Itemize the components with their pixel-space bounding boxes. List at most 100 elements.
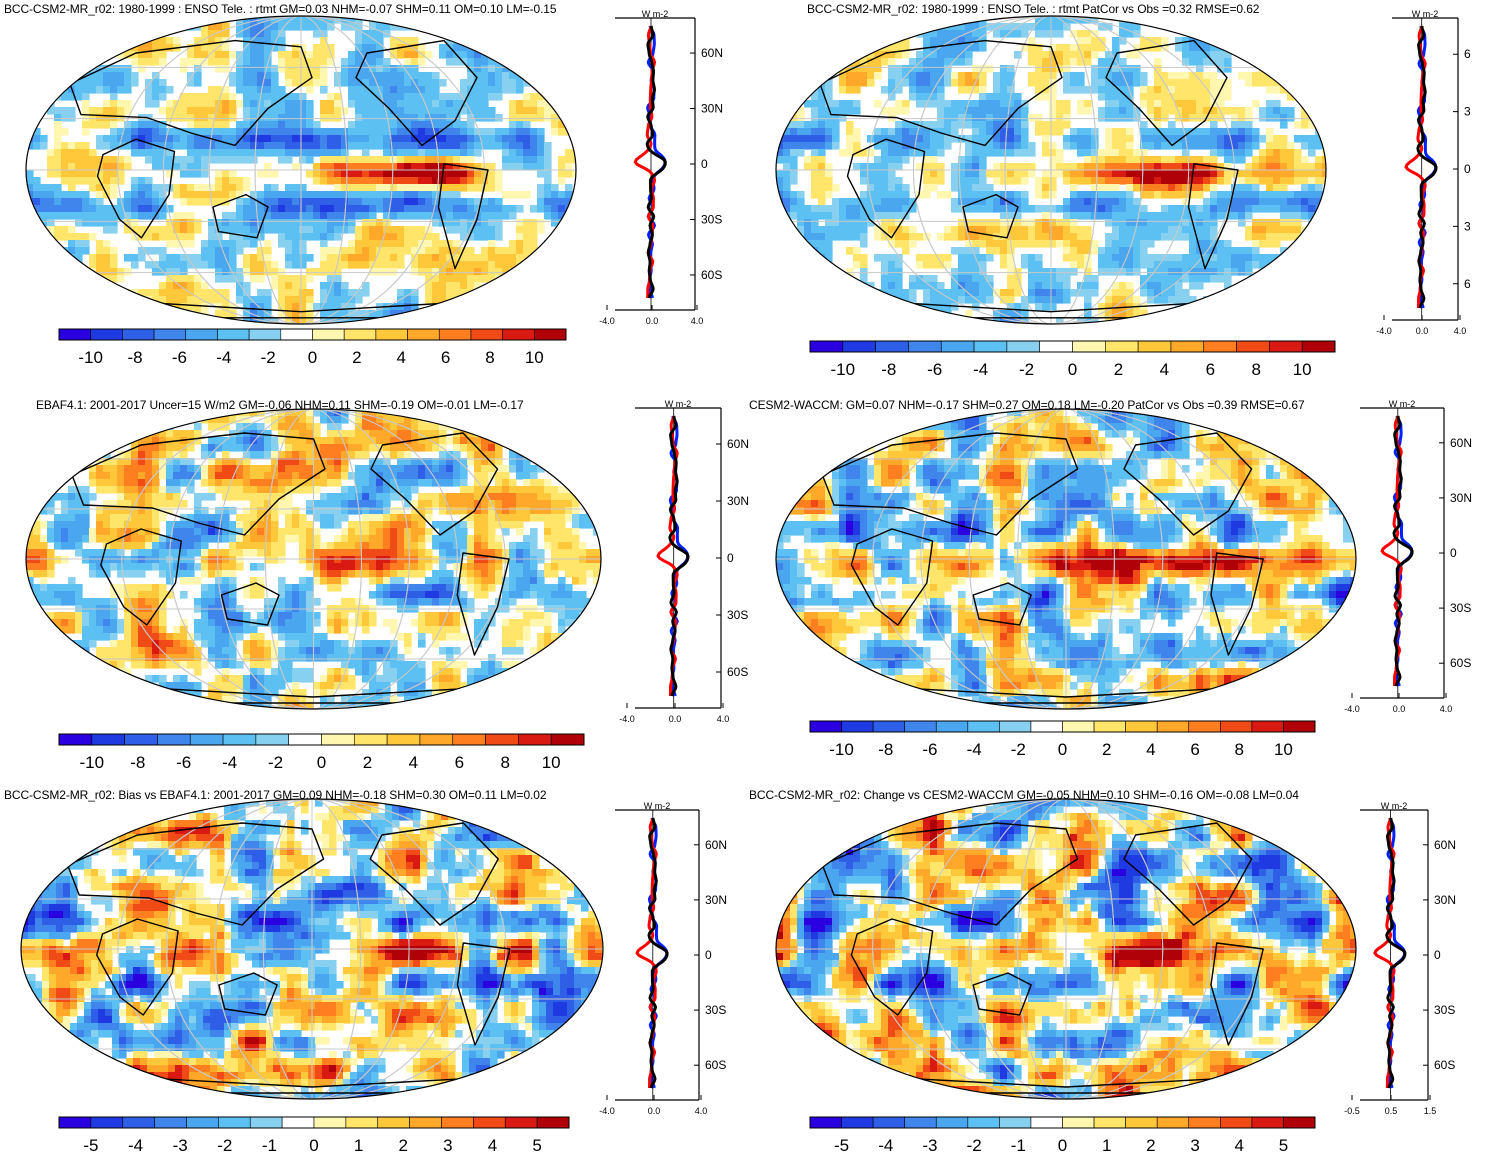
profile-lat-label: 30N <box>1450 491 1472 505</box>
colorbar-tick-label: 10 <box>525 348 544 367</box>
colorbar-tick-label: -8 <box>127 348 142 367</box>
colorbar-tick-label: -6 <box>172 348 187 367</box>
colorbar-tick-label: -8 <box>878 740 893 759</box>
profile-x-tick: -4.0 <box>599 316 615 326</box>
colorbar-tick-label: 6 <box>441 348 450 367</box>
colorbar-tick-label: 0 <box>1058 740 1067 759</box>
colorbar-tick-label: 6 <box>455 753 464 772</box>
profile-lat-label: 30N <box>727 494 749 508</box>
colorbar-tick-label: 0 <box>1058 1136 1067 1155</box>
colorbar-tick-label: -2 <box>261 348 276 367</box>
profile-lat-label: 60N <box>1450 436 1472 450</box>
profile-unit-label: W m-2 <box>1389 399 1416 409</box>
profile-lat-label: 30S <box>727 608 748 622</box>
colorbar-tick-label: -4 <box>878 1136 893 1155</box>
colorbar-tick-label: 4 <box>409 753 418 772</box>
panel-p3: EBAF4.1: 2001-2017 Uncer=15 W/m2 GM=-0.0… <box>0 390 740 770</box>
colorbar-tick-label: -2 <box>217 1136 232 1155</box>
profile-lat-label: 60N <box>1434 838 1456 852</box>
panel-p4: CESM2-WACCM: GM=0.07 NHM=-0.17 SHM=0.27 … <box>747 390 1493 770</box>
profile-lat-label: 60N <box>705 838 727 852</box>
colorbar-tick-label: 5 <box>532 1136 541 1155</box>
colorbar-tick-label: -8 <box>130 753 145 772</box>
profile-x-tick: 0.0 <box>646 316 659 326</box>
profile-x-tick: 4.0 <box>1440 704 1453 714</box>
colorbar-tick-label: -2 <box>268 753 283 772</box>
colorbar-tick-label: 3 <box>1190 1136 1199 1155</box>
colorbar-tick-label: -10 <box>78 348 103 367</box>
colorbar-tick-label: -5 <box>83 1136 98 1155</box>
panel-p2: BCC-CSM2-MR_r02: 1980-1999 : ENSO Tele. … <box>747 0 1493 385</box>
profile-lat-label: 30S <box>1450 601 1471 615</box>
profile-lat-label: 60S <box>701 268 722 282</box>
profile-x-tick: 0.5 <box>1385 1106 1398 1116</box>
colorbar-tick-label: 2 <box>1102 740 1111 759</box>
colorbar-tick-label: 2 <box>1114 360 1123 379</box>
profile-lat-label: 0 <box>701 157 708 171</box>
profile-x-tick: -4.0 <box>619 714 635 724</box>
colorbar-tick-label: -10 <box>80 753 105 772</box>
colorbar-tick-label: -1 <box>262 1136 277 1155</box>
colorbar-tick-label: -5 <box>834 1136 849 1155</box>
profile-unit-label: W m-2 <box>642 9 669 19</box>
profile-x-tick: 4.0 <box>1454 326 1467 336</box>
profile-lat-label: 60S <box>1434 1058 1455 1072</box>
colorbar-tick-label: 2 <box>399 1136 408 1155</box>
colorbar-tick-label: 4 <box>1146 740 1155 759</box>
colorbar-tick-label: -4 <box>973 360 988 379</box>
colorbar-tick-label: -2 <box>1011 740 1026 759</box>
colorbar-tick-label: -1 <box>1011 1136 1026 1155</box>
panel-p5: BCC-CSM2-MR_r02: Bias vs EBAF4.1: 2001-2… <box>0 780 740 1150</box>
map-p3 <box>25 408 602 710</box>
colorbar-tick-label: -6 <box>922 740 937 759</box>
colorbar-tick-label: 6 <box>1206 360 1215 379</box>
panel-title: BCC-CSM2-MR_r02: 1980-1999 : ENSO Tele. … <box>807 2 1259 16</box>
profile-x-tick: -4.0 <box>599 1106 615 1116</box>
colorbar-tick-label: -3 <box>922 1136 937 1155</box>
profile-x-tick: -4.0 <box>1376 326 1392 336</box>
colorbar-tick-label: 4 <box>1235 1136 1244 1155</box>
colorbar-tick-label: 0 <box>309 1136 318 1155</box>
colorbar-tick-label: -10 <box>829 740 854 759</box>
profile-x-tick: 4.0 <box>717 714 730 724</box>
profile-lat-label: 6 <box>1464 47 1471 61</box>
profile-lat-label: 60S <box>705 1058 726 1072</box>
profile-unit-label: W m-2 <box>1412 9 1439 19</box>
colorbar-tick-label: -4 <box>222 753 237 772</box>
profile-lat-label: 30S <box>705 1003 726 1017</box>
colorbar-tick-label: -3 <box>173 1136 188 1155</box>
colorbar-tick-label: 4 <box>396 348 405 367</box>
panel-p6: BCC-CSM2-MR_r02: Change vs CESM2-WACCM G… <box>747 780 1493 1150</box>
profile-x-tick: 0.0 <box>669 714 682 724</box>
colorbar-tick-label: 10 <box>542 753 561 772</box>
colorbar-tick-label: 6 <box>1190 740 1199 759</box>
colorbar-tick-label: -6 <box>176 753 191 772</box>
profile-lat-label: 0 <box>727 551 734 565</box>
profile-x-tick: 0.0 <box>648 1106 661 1116</box>
colorbar-tick-label: 8 <box>1252 360 1261 379</box>
profile-unit-label: W m-2 <box>644 801 671 811</box>
profile-x-tick: -4.0 <box>1344 704 1360 714</box>
profile-lat-label: 30S <box>1434 1003 1455 1017</box>
colorbar-tick-label: 8 <box>485 348 494 367</box>
profile-lat-label: 30S <box>701 212 722 226</box>
profile-lat-label: 3 <box>1464 219 1471 233</box>
map-p1 <box>25 15 577 325</box>
profile-lat-label: 30N <box>705 893 727 907</box>
colorbar-tick-label: 2 <box>363 753 372 772</box>
colorbar-tick-label: 0 <box>308 348 317 367</box>
profile-x-tick: 0.0 <box>1393 704 1406 714</box>
colorbar-tick-label: -8 <box>881 360 896 379</box>
profile-lat-label: 60N <box>727 437 749 451</box>
profile-lat-label: 0 <box>1464 162 1471 176</box>
profile-lat-label: 60S <box>727 665 748 679</box>
